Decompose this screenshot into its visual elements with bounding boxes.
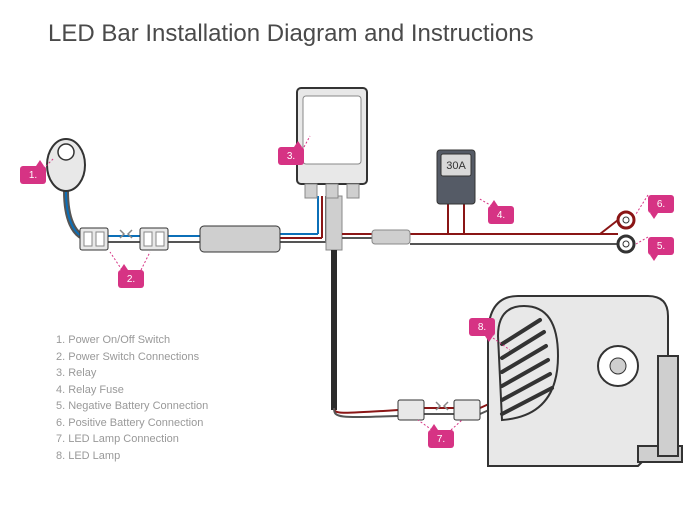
callout-7: 7. <box>428 430 454 448</box>
legend-item: 3. Relay <box>56 365 208 382</box>
relay-fuse: 30A <box>437 150 475 204</box>
legend-item: 1. Power On/Off Switch <box>56 332 208 349</box>
callout-3: 3. <box>278 147 304 165</box>
callout-1: 1. <box>20 166 46 184</box>
legend-item: 7. LED Lamp Connection <box>56 431 208 448</box>
relay <box>297 88 367 198</box>
legend-item: 4. Relay Fuse <box>56 382 208 399</box>
legend-item: 6. Positive Battery Connection <box>56 415 208 432</box>
callout-8: 8. <box>469 318 495 336</box>
positive-ring <box>618 212 634 228</box>
led-lamp <box>488 296 682 466</box>
callout-2: 2. <box>118 270 144 288</box>
callout-6: 6. <box>648 195 674 213</box>
power-switch <box>47 139 85 191</box>
lamp-connector-a <box>398 400 424 420</box>
legend-item: 5. Negative Battery Connection <box>56 398 208 415</box>
inline-module <box>200 226 280 252</box>
lamp-connector-b <box>454 400 480 420</box>
switch-connector-b <box>140 228 168 250</box>
inline-small <box>372 230 410 244</box>
legend: 1. Power On/Off Switch 2. Power Switch C… <box>56 332 208 464</box>
switch-connector-a <box>80 228 108 250</box>
callout-5: 5. <box>648 237 674 255</box>
legend-item: 8. LED Lamp <box>56 448 208 465</box>
legend-item: 2. Power Switch Connections <box>56 349 208 366</box>
page-title: LED Bar Installation Diagram and Instruc… <box>48 20 534 48</box>
fuse-label: 30A <box>446 160 466 172</box>
callout-4: 4. <box>488 206 514 224</box>
negative-ring <box>618 236 634 252</box>
